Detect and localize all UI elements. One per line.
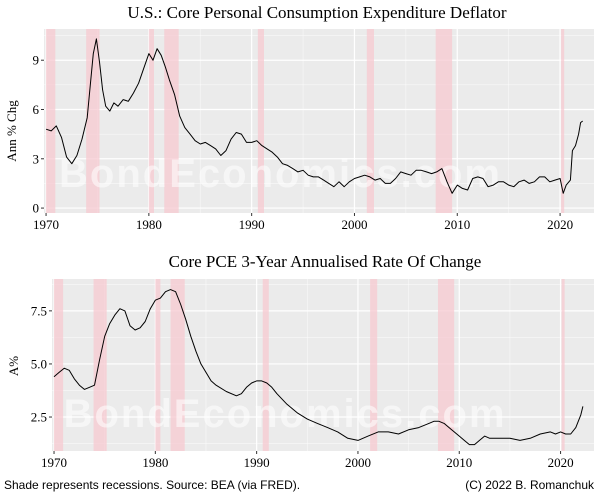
- top-y-tick-label: 6: [33, 102, 40, 117]
- bottom-panel-background: [52, 279, 594, 451]
- bottom-x-tick-label: 2020: [548, 455, 574, 470]
- top-y-tick-label: 0: [33, 201, 40, 216]
- top-chart-panel: U.S.: Core Personal Consumption Expendit…: [4, 3, 594, 232]
- top-recession-band: [86, 29, 100, 213]
- top-x-tick-label: 2020: [547, 217, 573, 232]
- bottom-y-tick-label: 5.0: [31, 356, 47, 371]
- bottom-recession-band: [437, 279, 455, 451]
- bottom-x-tick-label: 2010: [446, 455, 472, 470]
- bottom-recession-band: [155, 279, 161, 451]
- footer-copyright: (C) 2022 B. Romanchuk: [465, 478, 594, 492]
- top-recession-band: [257, 29, 264, 213]
- top-recession-band: [148, 29, 154, 213]
- bottom-recession-band: [370, 279, 378, 451]
- bottom-y-tick-label: 7.5: [31, 303, 47, 318]
- bottom-recession-band: [170, 279, 185, 451]
- bottom-plot-area: BondEconomics.com 1970 1980 1990 2000 2010 202…: [31, 279, 594, 470]
- top-y-tick-label: 9: [33, 53, 40, 68]
- top-chart-title: U.S.: Core Personal Consumption Expendit…: [127, 3, 506, 22]
- top-x-tick-label: 2000: [341, 217, 367, 232]
- bottom-recession-band: [262, 279, 269, 451]
- bottom-recession-band: [561, 279, 565, 451]
- top-x-tick-label: 2010: [444, 217, 470, 232]
- top-recession-band: [46, 29, 56, 213]
- top-chart-y-axis-label: Ann % Chg: [4, 100, 19, 162]
- bottom-y-tick-label: 2.5: [31, 410, 47, 425]
- bottom-x-tick-label: 1970: [41, 455, 67, 470]
- bottom-x-tick-label: 1980: [142, 455, 168, 470]
- top-x-tick-label: 1970: [33, 217, 59, 232]
- bottom-recession-band: [93, 279, 107, 451]
- footer-source-note: Shade represents recessions. Source: BEA…: [4, 478, 301, 492]
- bottom-watermark: BondEconomics.com: [64, 392, 507, 436]
- bottom-x-tick-label: 1990: [244, 455, 270, 470]
- top-x-tick-label: 1980: [136, 217, 162, 232]
- bottom-chart-title: Core PCE 3-Year Annualised Rate Of Chang…: [169, 252, 482, 271]
- top-recession-band: [561, 29, 565, 213]
- bottom-x-tick-label: 2000: [345, 455, 371, 470]
- top-x-tick-label: 1990: [239, 217, 265, 232]
- top-recession-band: [435, 29, 453, 213]
- bottom-recession-band: [54, 279, 64, 451]
- top-plot-area: BondEconomics.com 1970 1980 1990 2000 2010 202…: [33, 29, 594, 232]
- top-recession-band: [366, 29, 374, 213]
- top-series-line: [45, 38, 584, 194]
- bottom-series-line: [53, 289, 584, 446]
- bottom-chart-y-axis-label: A%: [6, 356, 21, 376]
- top-watermark: BondEconomics.com: [59, 152, 502, 196]
- bottom-chart-panel: Core PCE 3-Year Annualised Rate Of Chang…: [6, 252, 594, 470]
- top-y-tick-label: 3: [33, 151, 40, 166]
